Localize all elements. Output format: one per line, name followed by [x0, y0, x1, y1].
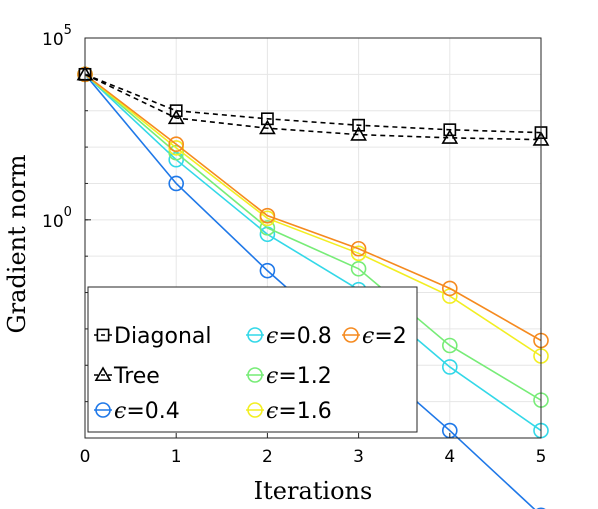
legend-marker: [96, 328, 110, 342]
legend-item: ϵ=2: [342, 324, 407, 349]
data-point: [441, 359, 458, 375]
x-tick-label: 3: [353, 447, 364, 467]
legend-label: Tree: [113, 364, 160, 389]
data-point: [443, 123, 457, 137]
legend-label: ϵ=0.8: [266, 324, 332, 349]
y-axis-title: Gradient norm: [3, 154, 31, 333]
legend-label: ϵ=0.4: [114, 399, 180, 424]
plot-frame: [84, 37, 542, 439]
legend-marker: [343, 327, 359, 343]
legend-box: [87, 286, 418, 433]
data-point: [259, 220, 276, 236]
y-tick-label: 105: [42, 23, 72, 50]
data-point: [350, 126, 367, 141]
legend-item: ϵ=1.2: [246, 364, 332, 389]
x-tick-label: 0: [80, 447, 91, 467]
data-point: [350, 260, 367, 277]
axis-ticks: 0 1 2 3 4 5 105 100: [42, 23, 546, 467]
data-point: [168, 140, 184, 156]
legend-item: ϵ=0.4: [94, 399, 180, 424]
legend-marker: [247, 367, 263, 383]
legend-label: Diagonal: [114, 324, 212, 349]
legend-item: Tree: [94, 364, 160, 389]
data-point: [350, 240, 367, 257]
legend-label: ϵ=2: [362, 324, 407, 349]
y-tick-label: 100: [42, 205, 72, 232]
data-point: [260, 112, 274, 126]
x-tick-label: 2: [262, 447, 273, 467]
series-line: [84, 73, 542, 141]
legend-label: ϵ=1.2: [266, 364, 332, 389]
data-point: [536, 507, 546, 509]
legend-item: Diagonal: [94, 324, 212, 349]
legend-marker: [95, 402, 111, 418]
legend-marker: [247, 327, 263, 343]
data-point: [169, 104, 183, 118]
series-line: [84, 73, 542, 401]
series-line: [84, 73, 542, 342]
legend-label: ϵ=1.6: [266, 399, 332, 424]
series-ϵ=2: [77, 66, 549, 349]
series-line: [84, 73, 542, 357]
legend-item: ϵ=0.8: [246, 324, 332, 349]
x-tick-label: 1: [171, 447, 182, 467]
series-line: [84, 73, 542, 134]
data-point: [167, 109, 185, 125]
series-layer: [76, 65, 550, 509]
legend-item: ϵ=1.6: [246, 399, 332, 424]
legend-marker: [247, 402, 263, 418]
data-point: [259, 119, 276, 135]
data-point: [168, 136, 184, 153]
data-point: [350, 245, 367, 262]
data-point: [259, 207, 276, 224]
data-point: [441, 129, 459, 144]
series-line: [84, 73, 542, 432]
x-tick-label: 5: [536, 447, 547, 467]
data-point: [352, 118, 365, 132]
legend-marker: [94, 366, 112, 382]
x-axis-title: Iterations: [254, 477, 373, 505]
legend: Diagonal Tree ϵ=0.4 ϵ=0.8 ϵ=1.2 ϵ=1.6 ϵ=2: [87, 286, 418, 433]
x-tick-label: 4: [444, 447, 455, 467]
data-point: [168, 175, 184, 192]
data-point: [441, 337, 458, 354]
data-point: [259, 262, 276, 279]
data-point: [441, 280, 458, 297]
